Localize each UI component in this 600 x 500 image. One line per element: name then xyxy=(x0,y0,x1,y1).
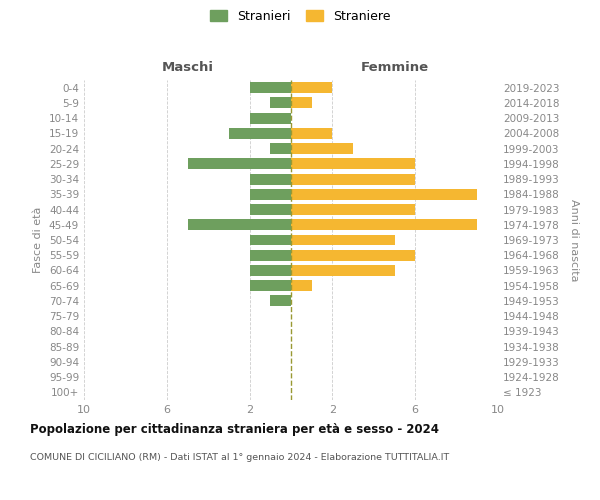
Bar xyxy=(291,220,478,230)
Text: Femmine: Femmine xyxy=(361,61,428,74)
Bar xyxy=(291,128,332,139)
Bar xyxy=(250,280,291,291)
Bar xyxy=(291,234,395,246)
Bar xyxy=(291,189,478,200)
Bar xyxy=(291,250,415,260)
Y-axis label: Anni di nascita: Anni di nascita xyxy=(569,198,579,281)
Bar xyxy=(291,265,395,276)
Bar xyxy=(250,112,291,124)
Bar xyxy=(250,204,291,215)
Bar xyxy=(291,82,332,93)
Bar xyxy=(271,98,291,108)
Bar xyxy=(291,204,415,215)
Bar xyxy=(250,265,291,276)
Bar xyxy=(187,158,291,170)
Bar xyxy=(271,143,291,154)
Text: Maschi: Maschi xyxy=(161,61,214,74)
Bar xyxy=(291,158,415,170)
Bar xyxy=(250,234,291,246)
Bar xyxy=(271,296,291,306)
Bar xyxy=(187,220,291,230)
Bar xyxy=(250,82,291,93)
Legend: Stranieri, Straniere: Stranieri, Straniere xyxy=(206,6,394,26)
Text: COMUNE DI CICILIANO (RM) - Dati ISTAT al 1° gennaio 2024 - Elaborazione TUTTITAL: COMUNE DI CICILIANO (RM) - Dati ISTAT al… xyxy=(30,452,449,462)
Bar xyxy=(250,250,291,260)
Y-axis label: Fasce di età: Fasce di età xyxy=(34,207,43,273)
Bar xyxy=(291,98,312,108)
Bar xyxy=(291,143,353,154)
Bar xyxy=(291,280,312,291)
Bar xyxy=(250,174,291,184)
Bar xyxy=(229,128,291,139)
Text: Popolazione per cittadinanza straniera per età e sesso - 2024: Popolazione per cittadinanza straniera p… xyxy=(30,422,439,436)
Bar xyxy=(250,189,291,200)
Bar xyxy=(291,174,415,184)
